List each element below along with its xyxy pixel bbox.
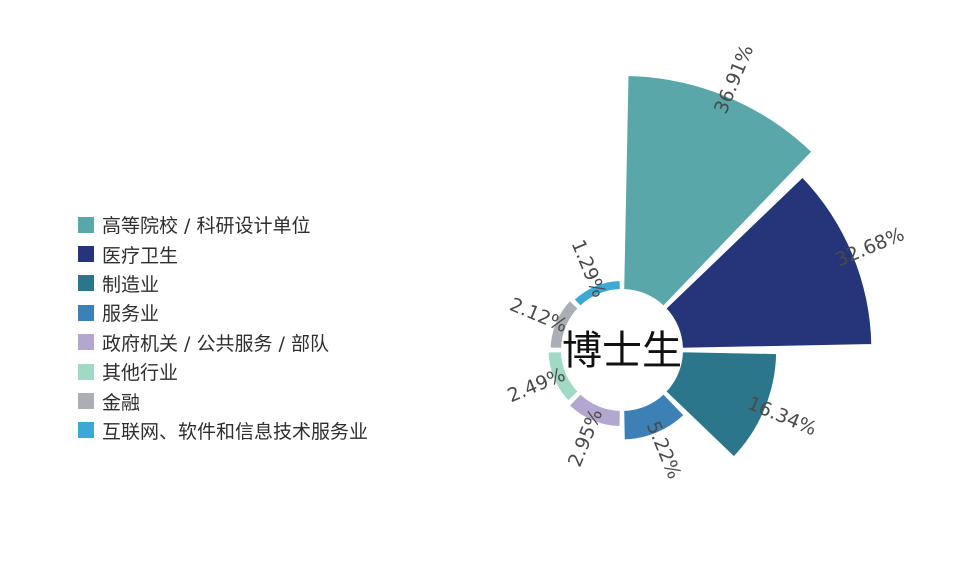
legend-label: 制造业 [102,273,160,296]
legend-label: 金融 [102,391,141,414]
legend-item: 服务业 [78,298,368,327]
value-label: 2.49% [504,364,568,407]
legend-label: 服务业 [102,303,160,326]
legend-swatch [78,246,94,263]
legend-label: 互联网、软件和信息技术服务业 [102,420,369,443]
value-label: 32.68% [832,223,907,271]
legend-label: 其他行业 [102,362,179,385]
chart-sectors [546,74,874,459]
legend-label: 医疗卫生 [102,244,179,267]
legend-swatch [78,422,94,439]
legend-item: 互联网、软件和信息技术服务业 [78,416,368,445]
center-disc [562,290,682,410]
value-label: 36.91% [710,42,758,117]
value-label: 16.34% [744,392,819,440]
chart-legend: 高等院校 / 科研设计单位 医疗卫生 制造业 服务业 政府机关 / 公共服务 /… [78,210,368,445]
value-label: 1.29% [567,237,610,301]
legend-item: 医疗卫生 [78,239,368,268]
center-label: 博士生 [562,328,682,374]
legend-swatch [78,363,94,380]
legend-swatch [78,216,94,233]
legend-item: 高等院校 / 科研设计单位 [78,210,368,239]
value-label: 2.12% [506,294,570,337]
legend-label: 高等院校 / 科研设计单位 [102,215,311,238]
legend-item: 金融 [78,386,368,415]
legend-swatch [78,393,94,410]
legend-item: 政府机关 / 公共服务 / 部队 [78,328,368,357]
legend-label: 政府机关 / 公共服务 / 部队 [102,332,329,355]
value-label: 2.95% [564,406,607,470]
legend-item: 制造业 [78,269,368,298]
value-label: 5.22% [642,418,685,482]
legend-swatch [78,304,94,321]
legend-swatch [78,334,94,351]
legend-item: 其他行业 [78,357,368,386]
legend-swatch [78,275,94,292]
